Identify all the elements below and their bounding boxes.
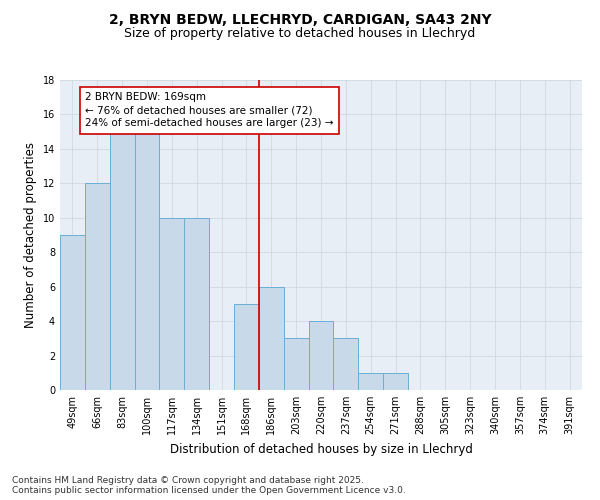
Bar — [234, 304, 259, 390]
Bar — [160, 218, 184, 390]
Bar — [358, 373, 383, 390]
Bar — [110, 132, 134, 390]
Text: 2, BRYN BEDW, LLECHRYD, CARDIGAN, SA43 2NY: 2, BRYN BEDW, LLECHRYD, CARDIGAN, SA43 2… — [109, 12, 491, 26]
Bar — [259, 286, 284, 390]
Bar — [383, 373, 408, 390]
Bar — [284, 338, 308, 390]
Text: 2 BRYN BEDW: 169sqm
← 76% of detached houses are smaller (72)
24% of semi-detach: 2 BRYN BEDW: 169sqm ← 76% of detached ho… — [85, 92, 334, 128]
X-axis label: Distribution of detached houses by size in Llechryd: Distribution of detached houses by size … — [170, 442, 472, 456]
Bar — [85, 184, 110, 390]
Text: Size of property relative to detached houses in Llechryd: Size of property relative to detached ho… — [124, 28, 476, 40]
Bar — [134, 132, 160, 390]
Bar — [308, 321, 334, 390]
Y-axis label: Number of detached properties: Number of detached properties — [24, 142, 37, 328]
Bar — [334, 338, 358, 390]
Bar — [184, 218, 209, 390]
Bar — [60, 235, 85, 390]
Text: Contains HM Land Registry data © Crown copyright and database right 2025.
Contai: Contains HM Land Registry data © Crown c… — [12, 476, 406, 495]
